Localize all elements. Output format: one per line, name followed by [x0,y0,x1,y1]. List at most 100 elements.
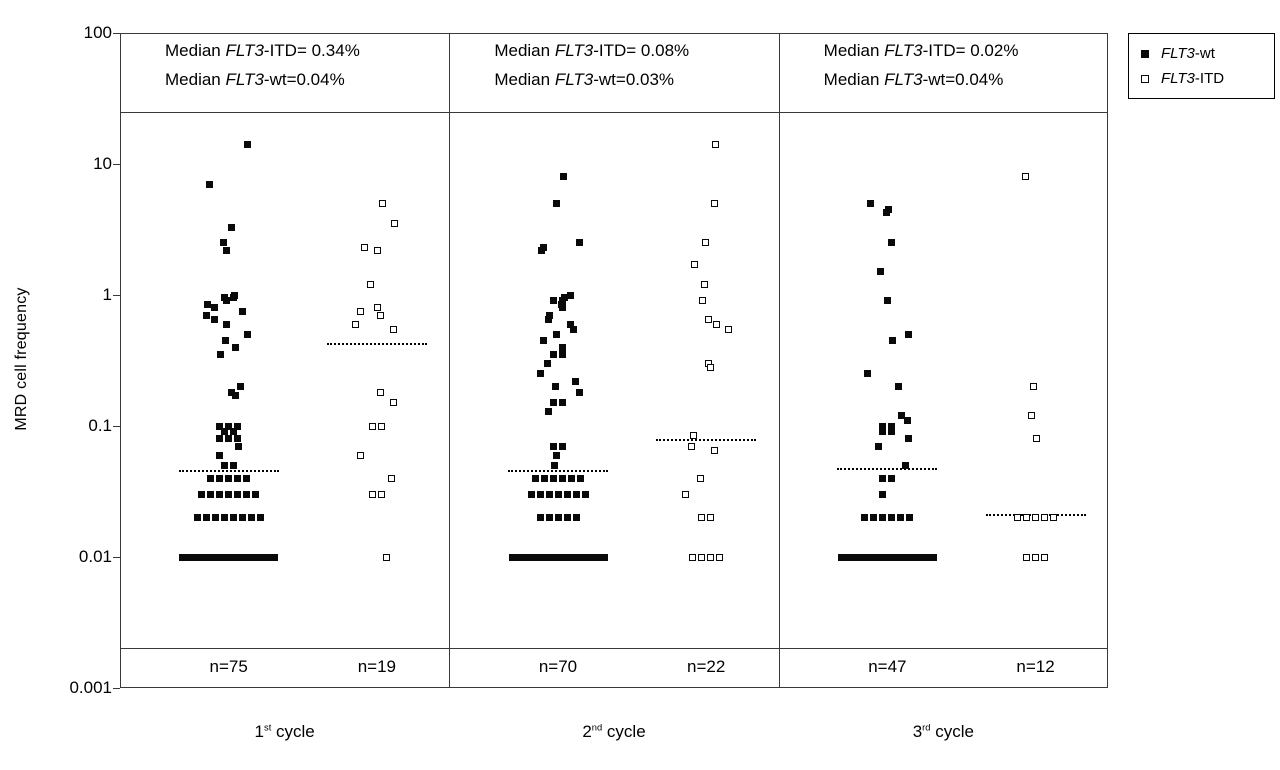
flt3-wt-data-point [888,514,896,522]
flt3-wt-data-point [546,311,554,319]
median-line [656,439,757,442]
flt3-wt-data-point [266,553,274,561]
median-annotation: Median FLT3-ITD= 0.34% Median FLT3-wt=0.0… [165,41,360,89]
n-label: n=47 [868,657,907,676]
flt3-wt-data-point [569,325,577,333]
flt3-wt-data-point [234,553,242,561]
flt3-itd-data-point [357,451,365,459]
flt3-wt-data-point [225,490,233,498]
flt3-wt-data-point [542,553,550,561]
flt3-wt-data-point [229,294,237,302]
flt3-itd-data-point [705,316,713,323]
flt3-wt-data-point [576,553,584,561]
flt3-wt-data-point [236,383,244,391]
y-axis-label: MRD cell frequency [13,287,30,431]
flt3-wt-data-point [239,307,247,315]
flt3-wt-data-point [863,553,871,561]
flt3-wt-data-point [889,336,897,344]
flt3-wt-data-point [238,514,246,522]
y-tick-label: 1 [102,285,112,304]
flt3-itd-data-point [352,320,360,328]
flt3-wt-data-point [216,490,224,498]
flt3-wt-data-point [575,239,583,247]
flt3-wt-data-point [559,343,567,351]
flt3-wt-data-point [561,553,569,561]
median-line [178,470,279,473]
flt3-wt-data-point [563,490,571,498]
flt3-itd-data-point [390,399,398,407]
flt3-itd-data-point [390,325,398,333]
y-tick-mark [113,33,120,34]
flt3-wt-data-point [229,461,237,469]
flt3-wt-data-point [879,428,887,436]
flt3-wt-data-point [243,330,251,338]
flt3-wt-data-point [909,553,917,561]
flt3-itd-data-point [1032,514,1040,522]
flt3-wt-data-point [211,553,219,561]
flt3-wt-data-point [552,553,560,561]
legend-label: FLT3-wt [1161,45,1215,62]
flt3-wt-data-point [888,239,896,247]
flt3-itd-data-point [377,311,384,319]
flt3-wt-data-point [563,514,571,522]
flt3-wt-data-point [904,330,912,338]
flt3-wt-data-point [243,474,251,482]
flt3-wt-data-point [581,553,589,561]
flt3-wt-data-point [225,553,233,561]
flt3-wt-data-point [234,422,242,430]
flt3-itd-data-point [368,422,376,430]
flt3-wt-data-point [206,553,214,561]
flt3-itd-data-point [377,389,385,397]
flt3-wt-data-point [572,377,580,385]
flt3-itd-data-point [387,474,395,482]
flt3-wt-data-point [518,553,526,561]
flt3-itd-data-point [367,281,375,289]
flt3-wt-data-point [216,474,224,482]
flt3-wt-data-point [866,199,874,207]
flt3-wt-data-point [905,435,913,443]
flt3-wt-data-point [554,514,562,522]
flt3-wt-data-point [220,461,228,469]
flt3-wt-data-point [566,553,574,561]
flt3-wt-data-point [553,199,561,207]
n-label: n=75 [209,657,248,676]
flt3-wt-data-point [252,490,260,498]
flt3-wt-data-point [543,359,551,367]
flt3-itd-data-point [698,514,706,522]
n-label: n=19 [357,657,397,676]
median-annotation: Median FLT3-ITD= 0.02% Median FLT3-wt=0.0… [823,41,1019,89]
flt3-wt-data-point [207,474,215,482]
flt3-wt-data-point [545,490,553,498]
flt3-wt-data-point [906,514,914,522]
flt3-wt-data-point [552,383,560,391]
flt3-wt-data-point [547,553,555,561]
flt3-itd-data-point [1022,173,1030,181]
flt3-wt-data-point [220,553,228,561]
flt3-wt-data-point [205,180,213,188]
cycle-label: 2nd cycle [582,722,646,741]
flt3-itd-data-point [1041,553,1049,561]
flt3-wt-data-point [234,435,242,443]
flt3-itd-data-point [699,297,707,305]
flt3-wt-data-point [903,417,911,425]
panel-divider [779,33,780,688]
flt3-wt-data-point [229,428,237,436]
flt3-itd-data-point [1050,514,1058,522]
flt3-wt-data-point [550,474,557,482]
flt3-itd-data-point [1014,514,1022,522]
flt3-wt-data-point [513,553,521,561]
flt3-wt-data-point [217,351,225,359]
median-line [508,470,608,473]
flt3-wt-data-point [559,399,566,407]
flt3-wt-data-point [179,553,187,561]
flt3-wt-data-point [914,553,922,561]
plot-frame [120,33,1108,688]
flt3-wt-data-point [229,553,237,561]
flt3-wt-data-point [853,553,861,561]
flt3-itd-data-point [687,442,695,450]
flt3-wt-data-point [234,474,242,482]
open-square-icon [1141,74,1149,83]
flt3-wt-data-point [888,428,896,436]
flt3-itd-data-point [689,553,697,561]
